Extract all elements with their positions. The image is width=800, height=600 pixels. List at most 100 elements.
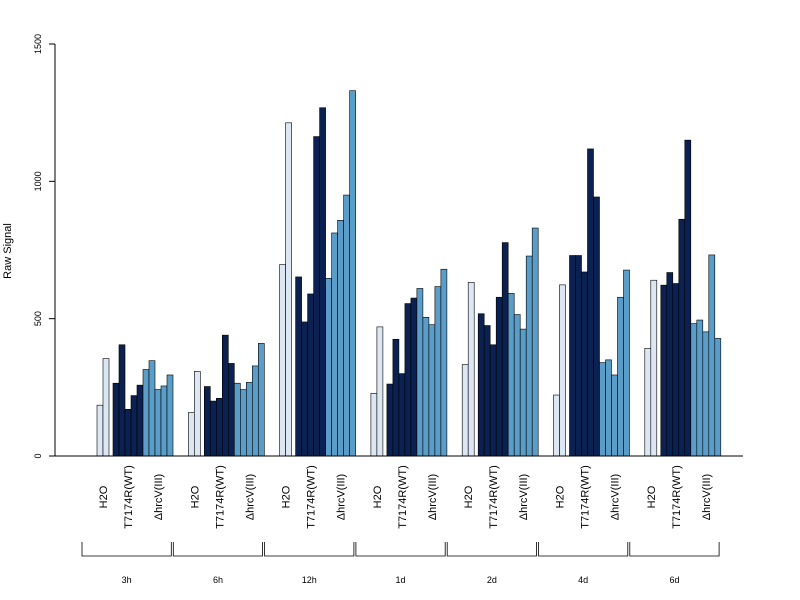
category-label-1d-hrcv-iii: ΔhrcV(III) <box>427 474 439 520</box>
bar-3h-t7174r-wt-3 <box>124 409 132 457</box>
bar-2d-hrcv-iii-2 <box>513 314 521 457</box>
bar-3h-hrcv-iii-4 <box>160 385 168 457</box>
bar-12h-h2o-2 <box>285 122 292 457</box>
bar-2d-t7174r-wt-2 <box>483 325 491 457</box>
bar-6h-t7174r-wt-5 <box>228 363 235 457</box>
category-label-12h-h2o: H2O <box>281 485 293 508</box>
bar-4d-t7174r-wt-3 <box>581 271 588 457</box>
bar-12h-t7174r-wt-3 <box>307 293 314 457</box>
category-label-1d-h2o: H2O <box>372 485 384 508</box>
y-axis-title: Raw Signal <box>2 223 14 279</box>
group-label-12h: 12h <box>302 575 317 585</box>
bar-2d-hrcv-iii-5 <box>531 227 539 457</box>
bar-6h-hrcv-iii-3 <box>246 382 253 457</box>
bar-6d-hrcv-iii-3 <box>702 331 710 457</box>
axes-layer <box>49 43 743 557</box>
bar-3h-t7174r-wt-1 <box>112 382 120 457</box>
group-label-1d: 1d <box>396 575 406 585</box>
category-label-4d-h2o: H2O <box>555 485 567 508</box>
category-label-3h-hrcv-iii: ΔhrcV(III) <box>153 474 165 520</box>
category-label-6h-hrcv-iii: ΔhrcV(III) <box>244 474 256 520</box>
bar-4d-h2o-2 <box>559 284 566 457</box>
category-label-12h-hrcv-iii: ΔhrcV(III) <box>336 474 348 520</box>
bar-4d-t7174r-wt-5 <box>593 196 600 457</box>
bar-2d-hrcv-iii-1 <box>507 293 515 457</box>
bar-2d-h2o-1 <box>461 364 469 457</box>
category-label-4d-t7174r-wt: T7174R(WT) <box>580 465 592 529</box>
bar-4d-t7174r-wt-4 <box>587 148 594 457</box>
bar-2d-hrcv-iii-3 <box>519 328 527 457</box>
y-tick-label-1000: 1000 <box>33 171 43 191</box>
bar-12h-hrcv-iii-5 <box>349 90 356 457</box>
y-tick-label-1500: 1500 <box>33 34 43 54</box>
bar-4d-h2o-1 <box>553 394 560 457</box>
group-bracket-6d <box>629 542 720 557</box>
bar-1d-t7174r-wt-5 <box>410 297 418 457</box>
category-label-12h-t7174r-wt: T7174R(WT) <box>306 465 318 529</box>
bar-6d-t7174r-wt-4 <box>678 218 686 457</box>
bar-2d-t7174r-wt-1 <box>477 313 485 457</box>
bar-6d-t7174r-wt-3 <box>672 283 680 457</box>
category-label-2d-hrcv-iii: ΔhrcV(III) <box>518 474 530 520</box>
bar-2d-t7174r-wt-4 <box>495 296 503 457</box>
bar-1d-t7174r-wt-3 <box>398 373 406 457</box>
group-bracket-1d <box>355 542 446 557</box>
bar-6h-hrcv-iii-2 <box>240 389 247 457</box>
bar-6d-t7174r-wt-1 <box>660 284 668 457</box>
category-label-2d-t7174r-wt: T7174R(WT) <box>488 465 500 529</box>
bar-1d-t7174r-wt-1 <box>386 383 394 457</box>
bar-12h-t7174r-wt-5 <box>319 107 326 457</box>
bar-4d-hrcv-iii-1 <box>599 362 606 457</box>
bar-6d-hrcv-iii-1 <box>690 323 698 457</box>
bar-6h-t7174r-wt-1 <box>204 386 211 457</box>
bar-3h-hrcv-iii-2 <box>148 360 156 457</box>
bar-3h-h2o-1 <box>96 404 104 457</box>
group-label-4d: 4d <box>578 575 588 585</box>
bar-1d-t7174r-wt-4 <box>404 303 412 457</box>
bar-6h-hrcv-iii-5 <box>257 343 265 457</box>
group-bracket-4d <box>538 542 629 557</box>
category-label-4d-hrcv-iii: ΔhrcV(III) <box>610 474 622 520</box>
bar-1d-hrcv-iii-4 <box>434 286 442 457</box>
bar-3h-t7174r-wt-2 <box>118 344 126 457</box>
bar-6h-h2o-2 <box>194 371 201 457</box>
bar-6h-t7174r-wt-4 <box>222 334 229 457</box>
bar-2d-hrcv-iii-4 <box>525 255 533 457</box>
bar-1d-hrcv-iii-3 <box>428 324 436 457</box>
bar-3h-t7174r-wt-4 <box>130 395 138 457</box>
category-label-6d-h2o: H2O <box>646 485 658 508</box>
category-label-6h-t7174r-wt: T7174R(WT) <box>214 465 226 529</box>
bar-3h-hrcv-iii-3 <box>154 389 162 457</box>
bar-6d-hrcv-iii-4 <box>708 254 716 457</box>
bar-12h-t7174r-wt-4 <box>313 136 320 457</box>
bar-12h-hrcv-iii-1 <box>325 277 332 457</box>
bar-12h-hrcv-iii-2 <box>331 232 338 457</box>
bar-1d-hrcv-iii-2 <box>422 316 430 457</box>
group-label-6d: 6d <box>669 575 679 585</box>
bar-4d-hrcv-iii-5 <box>623 269 630 457</box>
category-label-6d-t7174r-wt: T7174R(WT) <box>671 465 683 529</box>
bar-6h-hrcv-iii-4 <box>252 365 259 457</box>
bar-6h-h2o-1 <box>188 412 195 457</box>
bar-2d-h2o-2 <box>467 282 475 457</box>
bar-6d-h2o-2 <box>650 279 658 457</box>
bar-3h-t7174r-wt-5 <box>136 384 144 457</box>
bar-4d-t7174r-wt-1 <box>569 255 576 457</box>
bar-4d-hrcv-iii-4 <box>617 296 624 457</box>
category-label-6h-h2o: H2O <box>189 485 201 508</box>
bar-3h-h2o-2 <box>102 358 110 457</box>
labels-layer: H2O T7174R(WT) ΔhrcV(III) 3h H2O T7174R(WT) Δh… <box>2 34 713 585</box>
bar-2d-t7174r-wt-3 <box>489 344 497 457</box>
group-label-3h: 3h <box>122 575 132 585</box>
y-tick-label-500: 500 <box>33 311 43 326</box>
bar-12h-hrcv-iii-3 <box>337 220 344 457</box>
group-label-2d: 2d <box>487 575 497 585</box>
bar-4d-hrcv-iii-3 <box>611 374 618 457</box>
group-bracket-3h <box>81 542 172 557</box>
bar-12h-t7174r-wt-2 <box>301 321 308 457</box>
bar-1d-t7174r-wt-2 <box>392 338 400 457</box>
group-label-6h: 6h <box>213 575 223 585</box>
bar-3h-hrcv-iii-1 <box>142 369 150 457</box>
bar-6h-t7174r-wt-3 <box>216 398 223 457</box>
